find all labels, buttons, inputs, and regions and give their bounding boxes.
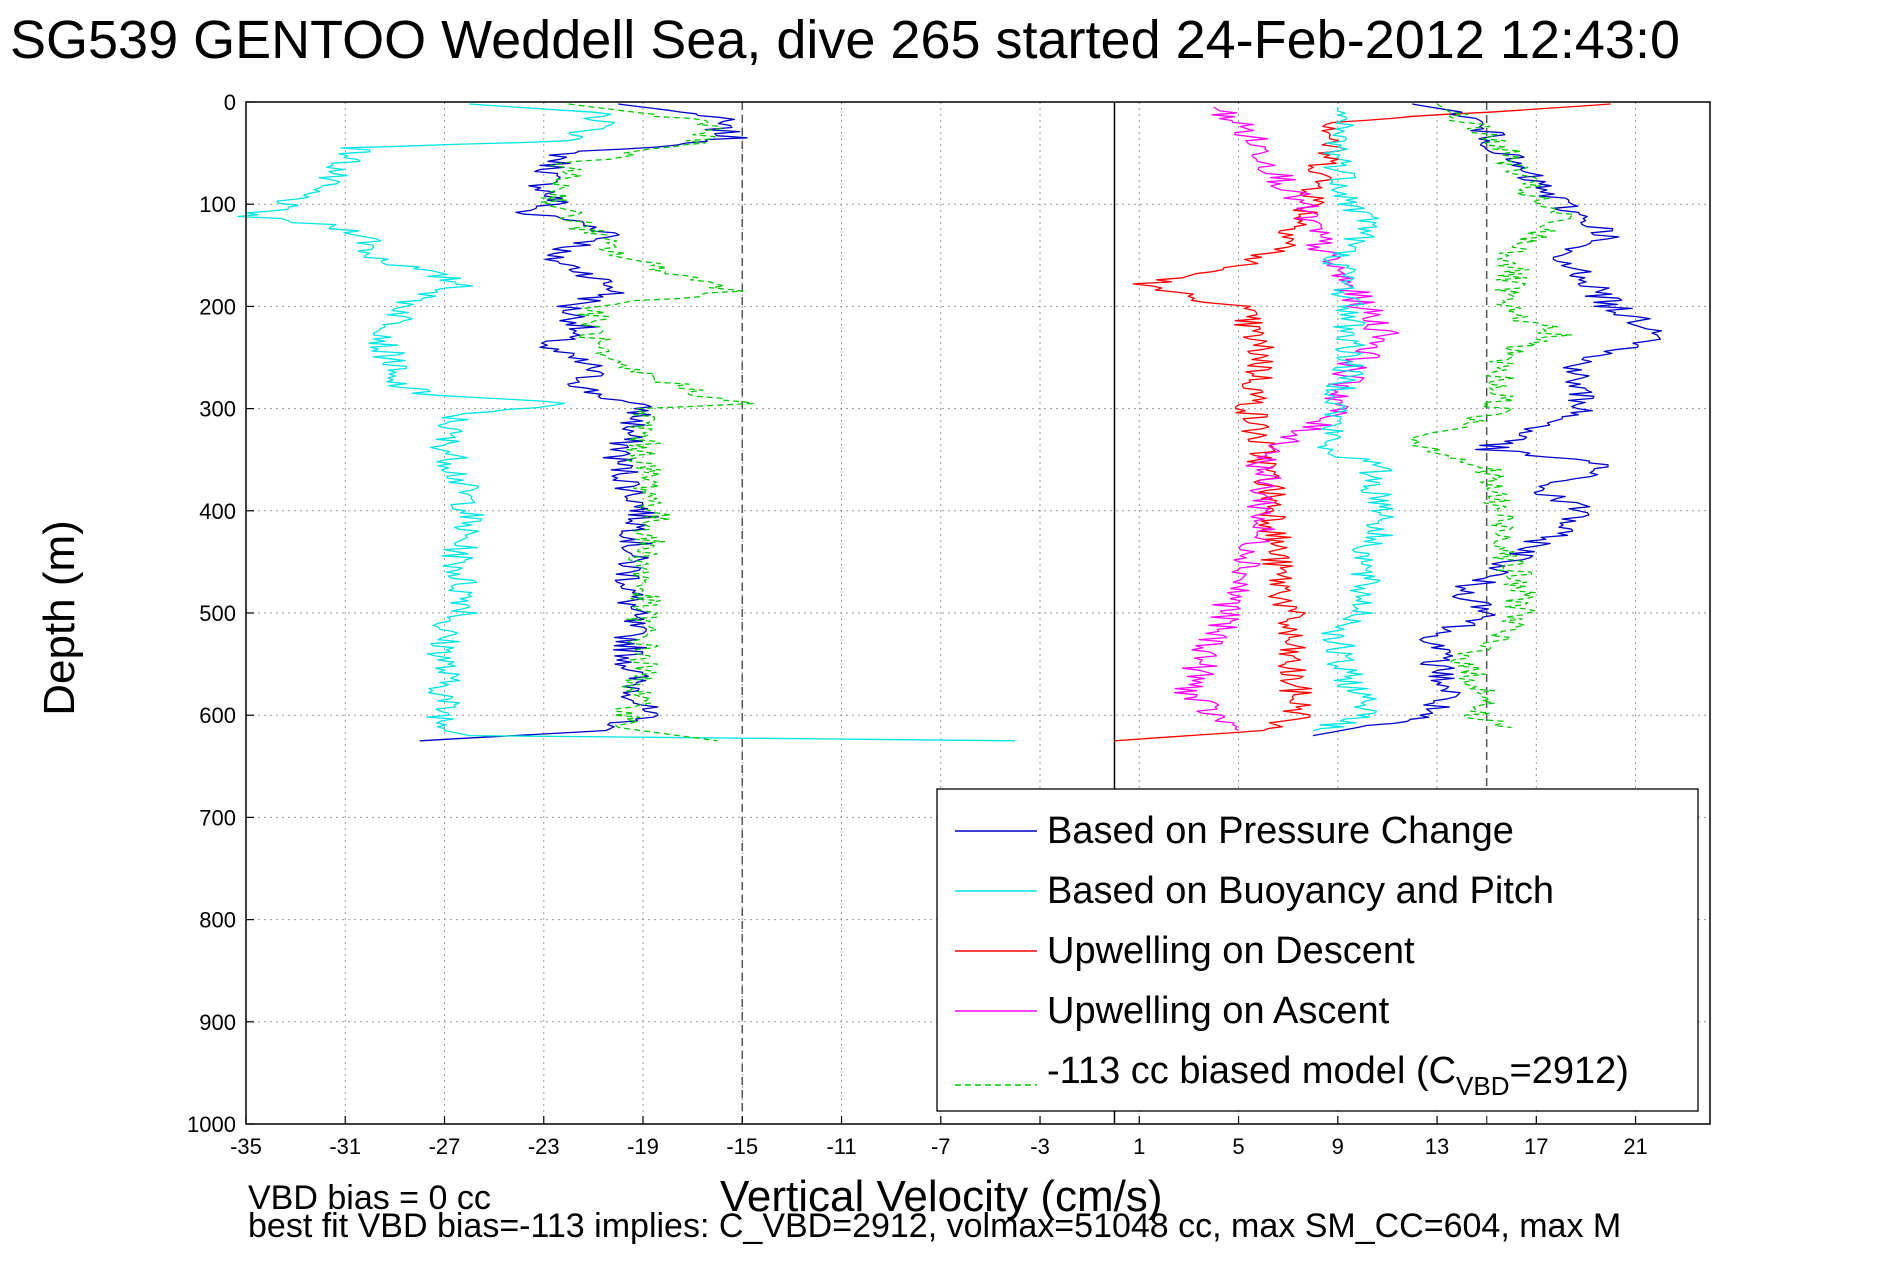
legend-subscript: VBD	[1456, 1071, 1509, 1101]
series-line-6	[1312, 107, 1395, 732]
x-tick-label: -15	[726, 1134, 758, 1159]
x-tick-label: 13	[1425, 1134, 1449, 1159]
legend-box	[936, 788, 1699, 1112]
series-layer	[237, 103, 1663, 742]
series-line-4	[540, 103, 754, 742]
legend-entry: Upwelling on Ascent	[1047, 990, 1390, 1032]
y-tick-label: 500	[199, 601, 236, 626]
legend-tail: =2912)	[1510, 1050, 1629, 1092]
series-line-0	[419, 103, 748, 742]
series-line-1	[237, 103, 1016, 742]
vbd-bias-note: VBD bias = 0 cc	[248, 1179, 491, 1217]
y-axis-label: Depth (m)	[35, 520, 84, 716]
chart-title: SG539 GENTOO Weddell Sea, dive 265 start…	[10, 10, 1680, 70]
legend: Based on Pressure Change Based on Buoyanc…	[936, 788, 1699, 1112]
x-tick-label: -11	[826, 1134, 856, 1159]
best-fit-note: best fit VBD bias=-113 implies: C_VBD=29…	[248, 1208, 1622, 1244]
y-tick-label: 0	[224, 90, 236, 115]
y-tick-label: 800	[199, 908, 236, 933]
y-tick-label: 900	[199, 1010, 236, 1035]
y-tick-label: 600	[199, 703, 236, 728]
y-tick-label: 1000	[187, 1112, 236, 1137]
x-tick-label: -31	[329, 1134, 361, 1159]
series-line-2	[1114, 103, 1611, 742]
legend-entry: Based on Buoyancy and Pitch	[1047, 870, 1554, 912]
y-tick-label: 100	[199, 192, 236, 217]
legend-entry: Upwelling on Descent	[1047, 930, 1415, 972]
legend-entry: Based on Pressure Change	[1047, 810, 1514, 852]
x-tick-label: -23	[528, 1134, 560, 1159]
series-line-5	[1312, 103, 1663, 737]
y-tick-label: 700	[199, 805, 236, 830]
x-tick-label: -3	[1030, 1134, 1050, 1159]
x-tick-label: 5	[1232, 1134, 1244, 1159]
x-tick-label: 9	[1332, 1134, 1344, 1159]
x-tick-label: -35	[230, 1134, 262, 1159]
x-tick-label: 21	[1623, 1134, 1647, 1159]
y-tick-label: 300	[199, 397, 236, 422]
x-tick-label: -19	[627, 1134, 659, 1159]
x-tick-label: 17	[1524, 1134, 1548, 1159]
tick-labels: -35 -31 -27 -23 -19 -15 -11 -7 -3 1 5 9 13 17 21010020…	[187, 90, 1648, 1159]
x-tick-label: -27	[429, 1134, 461, 1159]
series-line-7	[1409, 103, 1575, 729]
series-line-3	[1174, 106, 1400, 732]
y-tick-label: 200	[199, 294, 236, 319]
x-axis-label: Vertical Velocity (cm/s)	[720, 1172, 1163, 1221]
x-tick-label: 1	[1133, 1134, 1145, 1159]
y-tick-label: 400	[199, 499, 236, 524]
x-tick-label: -7	[931, 1134, 951, 1159]
